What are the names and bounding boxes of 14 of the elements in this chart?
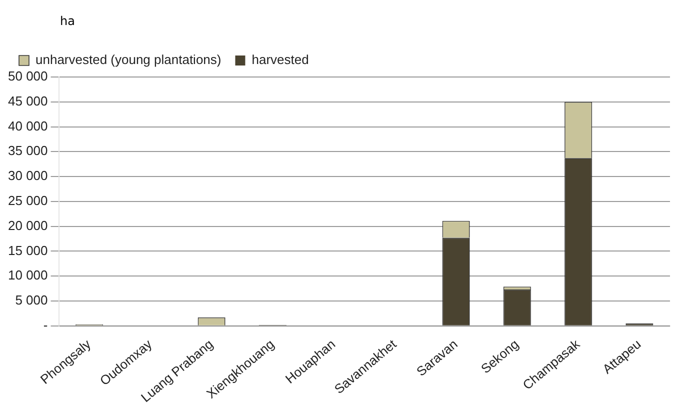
- y-tick-label: 35 000: [8, 143, 48, 158]
- y-axis-title: ha: [60, 14, 75, 28]
- y-tick-label: 5 000: [15, 292, 48, 308]
- y-tick-label: 45 000: [8, 93, 48, 108]
- y-tick-label: 15 000: [8, 242, 48, 258]
- y-tick-label: 25 000: [8, 193, 48, 208]
- legend-label: unharvested (young plantations): [36, 52, 222, 68]
- legend-label: harvested: [252, 52, 309, 68]
- y-tick-label: 20 000: [8, 218, 48, 233]
- y-tick-label: 40 000: [8, 118, 48, 134]
- y-tick-label: 50 000: [8, 68, 48, 84]
- y-tick-label: -: [43, 317, 48, 332]
- y-tick-label: 30 000: [8, 168, 48, 184]
- y-tick-label: 10 000: [8, 268, 48, 283]
